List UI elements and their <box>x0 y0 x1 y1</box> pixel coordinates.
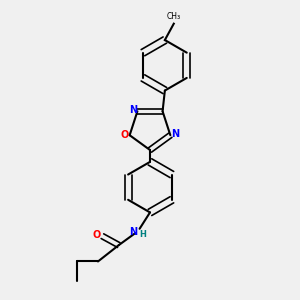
Text: N: N <box>171 129 179 139</box>
Text: O: O <box>120 130 128 140</box>
Text: O: O <box>93 230 101 240</box>
Text: H: H <box>140 230 147 239</box>
Text: CH₃: CH₃ <box>167 12 181 21</box>
Text: N: N <box>129 227 137 237</box>
Text: N: N <box>129 105 137 115</box>
